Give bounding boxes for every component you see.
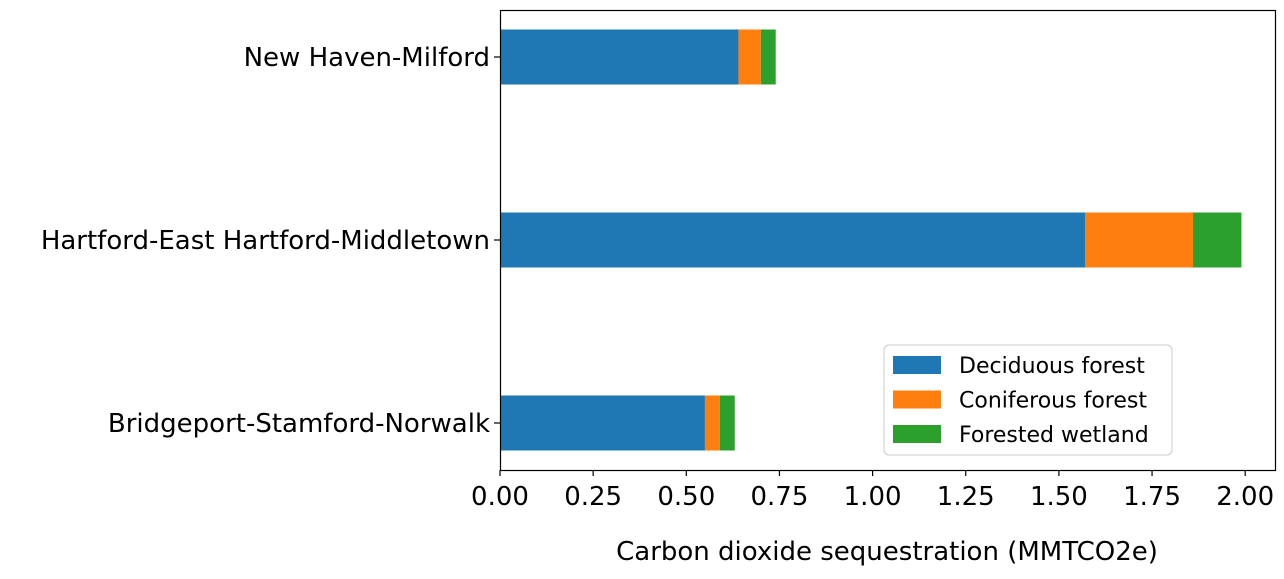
legend-swatch bbox=[893, 425, 941, 443]
bar-forested-wetland-3 bbox=[760, 29, 776, 85]
bars-layer bbox=[500, 29, 1242, 451]
y-category-label: Bridgeport-Stamford-Norwalk bbox=[108, 409, 490, 439]
x-tick-label: 1.00 bbox=[844, 482, 902, 512]
bar-deciduous-forest-3 bbox=[500, 29, 739, 85]
x-axis: 0.00 0.25 0.50 0.75 1.00 1.25 1.50 1.75 2.00 bbox=[471, 470, 1274, 512]
bar-deciduous-forest-2 bbox=[500, 212, 1085, 268]
legend-swatch bbox=[893, 356, 941, 374]
bar-coniferous-forest-2 bbox=[1084, 212, 1194, 268]
x-tick-label: 1.25 bbox=[937, 482, 995, 512]
x-tick-label: 0.50 bbox=[657, 482, 715, 512]
legend: Deciduous forest Coniferous forest Foreste… bbox=[883, 344, 1173, 456]
legend-label: Forested wetland bbox=[959, 423, 1149, 448]
y-category-label: Hartford-East Hartford-Middletown bbox=[41, 226, 490, 256]
x-tick-label: 1.50 bbox=[1030, 482, 1088, 512]
plot-frame bbox=[499, 9, 1277, 472]
y-category-label: New Haven-Milford bbox=[244, 43, 490, 73]
legend-label: Deciduous forest bbox=[959, 354, 1145, 379]
x-tick-label: 1.75 bbox=[1123, 482, 1181, 512]
x-axis-title: Carbon dioxide sequestration (MMTCO2e) bbox=[616, 537, 1158, 567]
bar-deciduous-forest-1 bbox=[500, 395, 705, 451]
x-tick-label: 2.00 bbox=[1216, 482, 1274, 512]
bar-forested-wetland-2 bbox=[1193, 212, 1242, 268]
bar-coniferous-forest-3 bbox=[738, 29, 761, 85]
x-tick-label: 0.75 bbox=[751, 482, 809, 512]
y-axis: Bridgeport-Stamford-Norwalk Hartford-East… bbox=[41, 43, 500, 439]
x-tick-label: 0.25 bbox=[564, 482, 622, 512]
legend-swatch bbox=[893, 390, 941, 409]
x-tick-label: 0.00 bbox=[471, 482, 529, 512]
bar-coniferous-forest-1 bbox=[704, 395, 720, 451]
bar-forested-wetland-1 bbox=[719, 395, 735, 451]
legend-frame bbox=[883, 344, 1173, 456]
legend-label: Coniferous forest bbox=[959, 389, 1147, 414]
